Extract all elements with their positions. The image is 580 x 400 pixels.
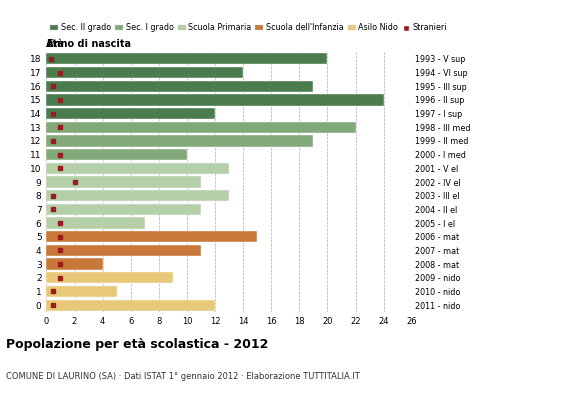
Bar xyxy=(46,190,229,201)
Legend: Sec. II grado, Sec. I grado, Scuola Primaria, Scuola dell'Infanzia, Asilo Nido, : Sec. II grado, Sec. I grado, Scuola Prim… xyxy=(50,23,447,32)
Bar xyxy=(46,176,201,188)
Bar xyxy=(46,231,257,242)
Bar xyxy=(46,245,201,256)
Bar xyxy=(46,286,117,297)
Bar xyxy=(46,67,243,78)
Bar xyxy=(46,204,201,215)
Bar xyxy=(46,122,356,133)
Bar xyxy=(46,218,145,229)
Text: Anno di nascita: Anno di nascita xyxy=(46,39,132,49)
Bar xyxy=(46,272,173,283)
Bar xyxy=(46,53,328,64)
Bar xyxy=(46,80,313,92)
Bar xyxy=(46,108,215,119)
Bar xyxy=(46,135,313,146)
Bar xyxy=(46,94,384,106)
Text: COMUNE DI LAURINO (SA) · Dati ISTAT 1° gennaio 2012 · Elaborazione TUTTITALIA.IT: COMUNE DI LAURINO (SA) · Dati ISTAT 1° g… xyxy=(6,372,360,381)
Text: Popolazione per età scolastica - 2012: Popolazione per età scolastica - 2012 xyxy=(6,338,268,351)
Text: Età: Età xyxy=(46,39,64,49)
Bar xyxy=(46,163,229,174)
Bar xyxy=(46,258,103,270)
Bar xyxy=(46,149,187,160)
Bar xyxy=(46,300,215,311)
